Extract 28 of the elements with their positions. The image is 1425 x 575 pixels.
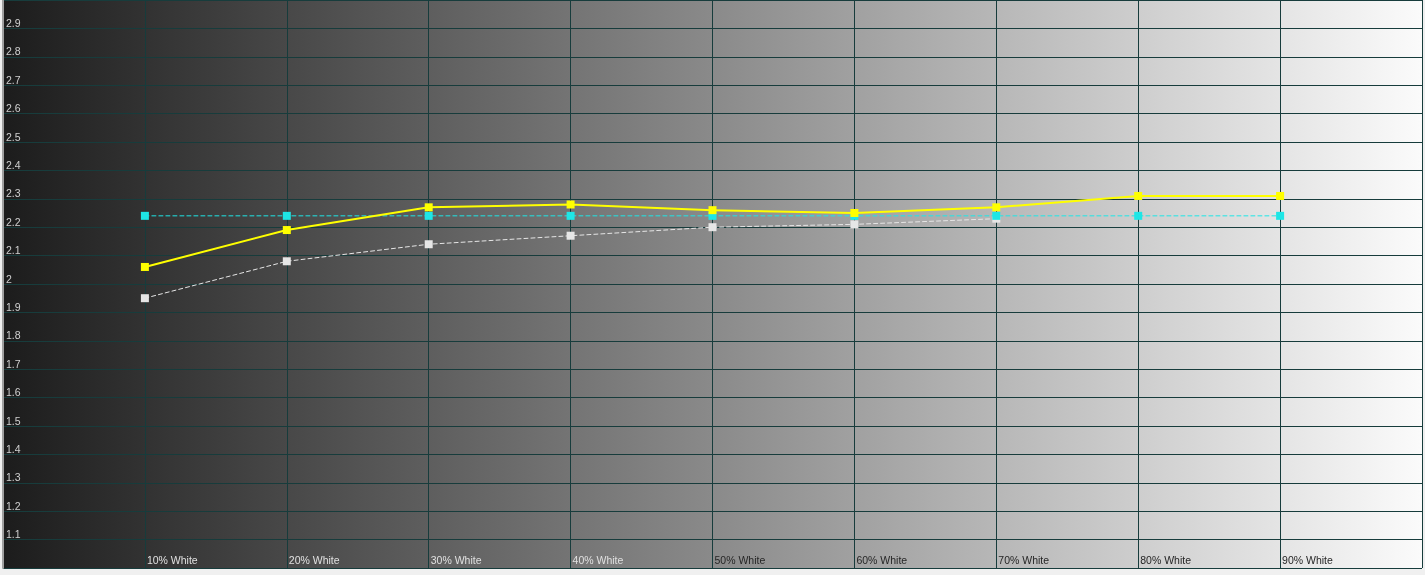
y-tick-label: 1.8: [6, 329, 21, 342]
y-tick-label: 1.5: [6, 414, 21, 427]
x-tick-label: 10% White: [146, 553, 198, 566]
x-tick-label: 70% White: [998, 553, 1050, 566]
y-tick-label: 1.7: [6, 357, 21, 370]
y-tick-label: 1.2: [6, 499, 21, 512]
x-tick-label: 30% White: [430, 553, 482, 566]
y-tick-label: 1.6: [6, 386, 21, 399]
x-tick-label: 60% White: [856, 553, 908, 566]
y-tick-label: 1.9: [6, 300, 21, 313]
y-tick-label: 2.5: [6, 130, 21, 143]
y-tick-label: 2.9: [6, 16, 21, 29]
y-tick-label: 2.2: [6, 215, 21, 228]
y-tick-label: 2.3: [6, 187, 21, 200]
x-tick-label: 40% White: [572, 553, 624, 566]
y-tick-label: 2.6: [6, 102, 21, 115]
y-tick-label: 1.1: [6, 528, 21, 541]
x-tick-label: 20% White: [288, 553, 340, 566]
y-tick-label: 2.8: [6, 45, 21, 58]
y-tick-label: 2.1: [6, 244, 21, 257]
x-tick-label: 50% White: [714, 553, 766, 566]
y-tick-label: 2.4: [6, 158, 21, 171]
x-tick-label: 80% White: [1140, 553, 1192, 566]
x-tick-label: 90% White: [1282, 553, 1334, 566]
y-tick-label: 1.3: [6, 471, 21, 484]
y-tick-label: 2: [6, 272, 12, 285]
y-tick-label: 1.4: [6, 442, 21, 455]
y-tick-label: 2.7: [6, 73, 21, 86]
